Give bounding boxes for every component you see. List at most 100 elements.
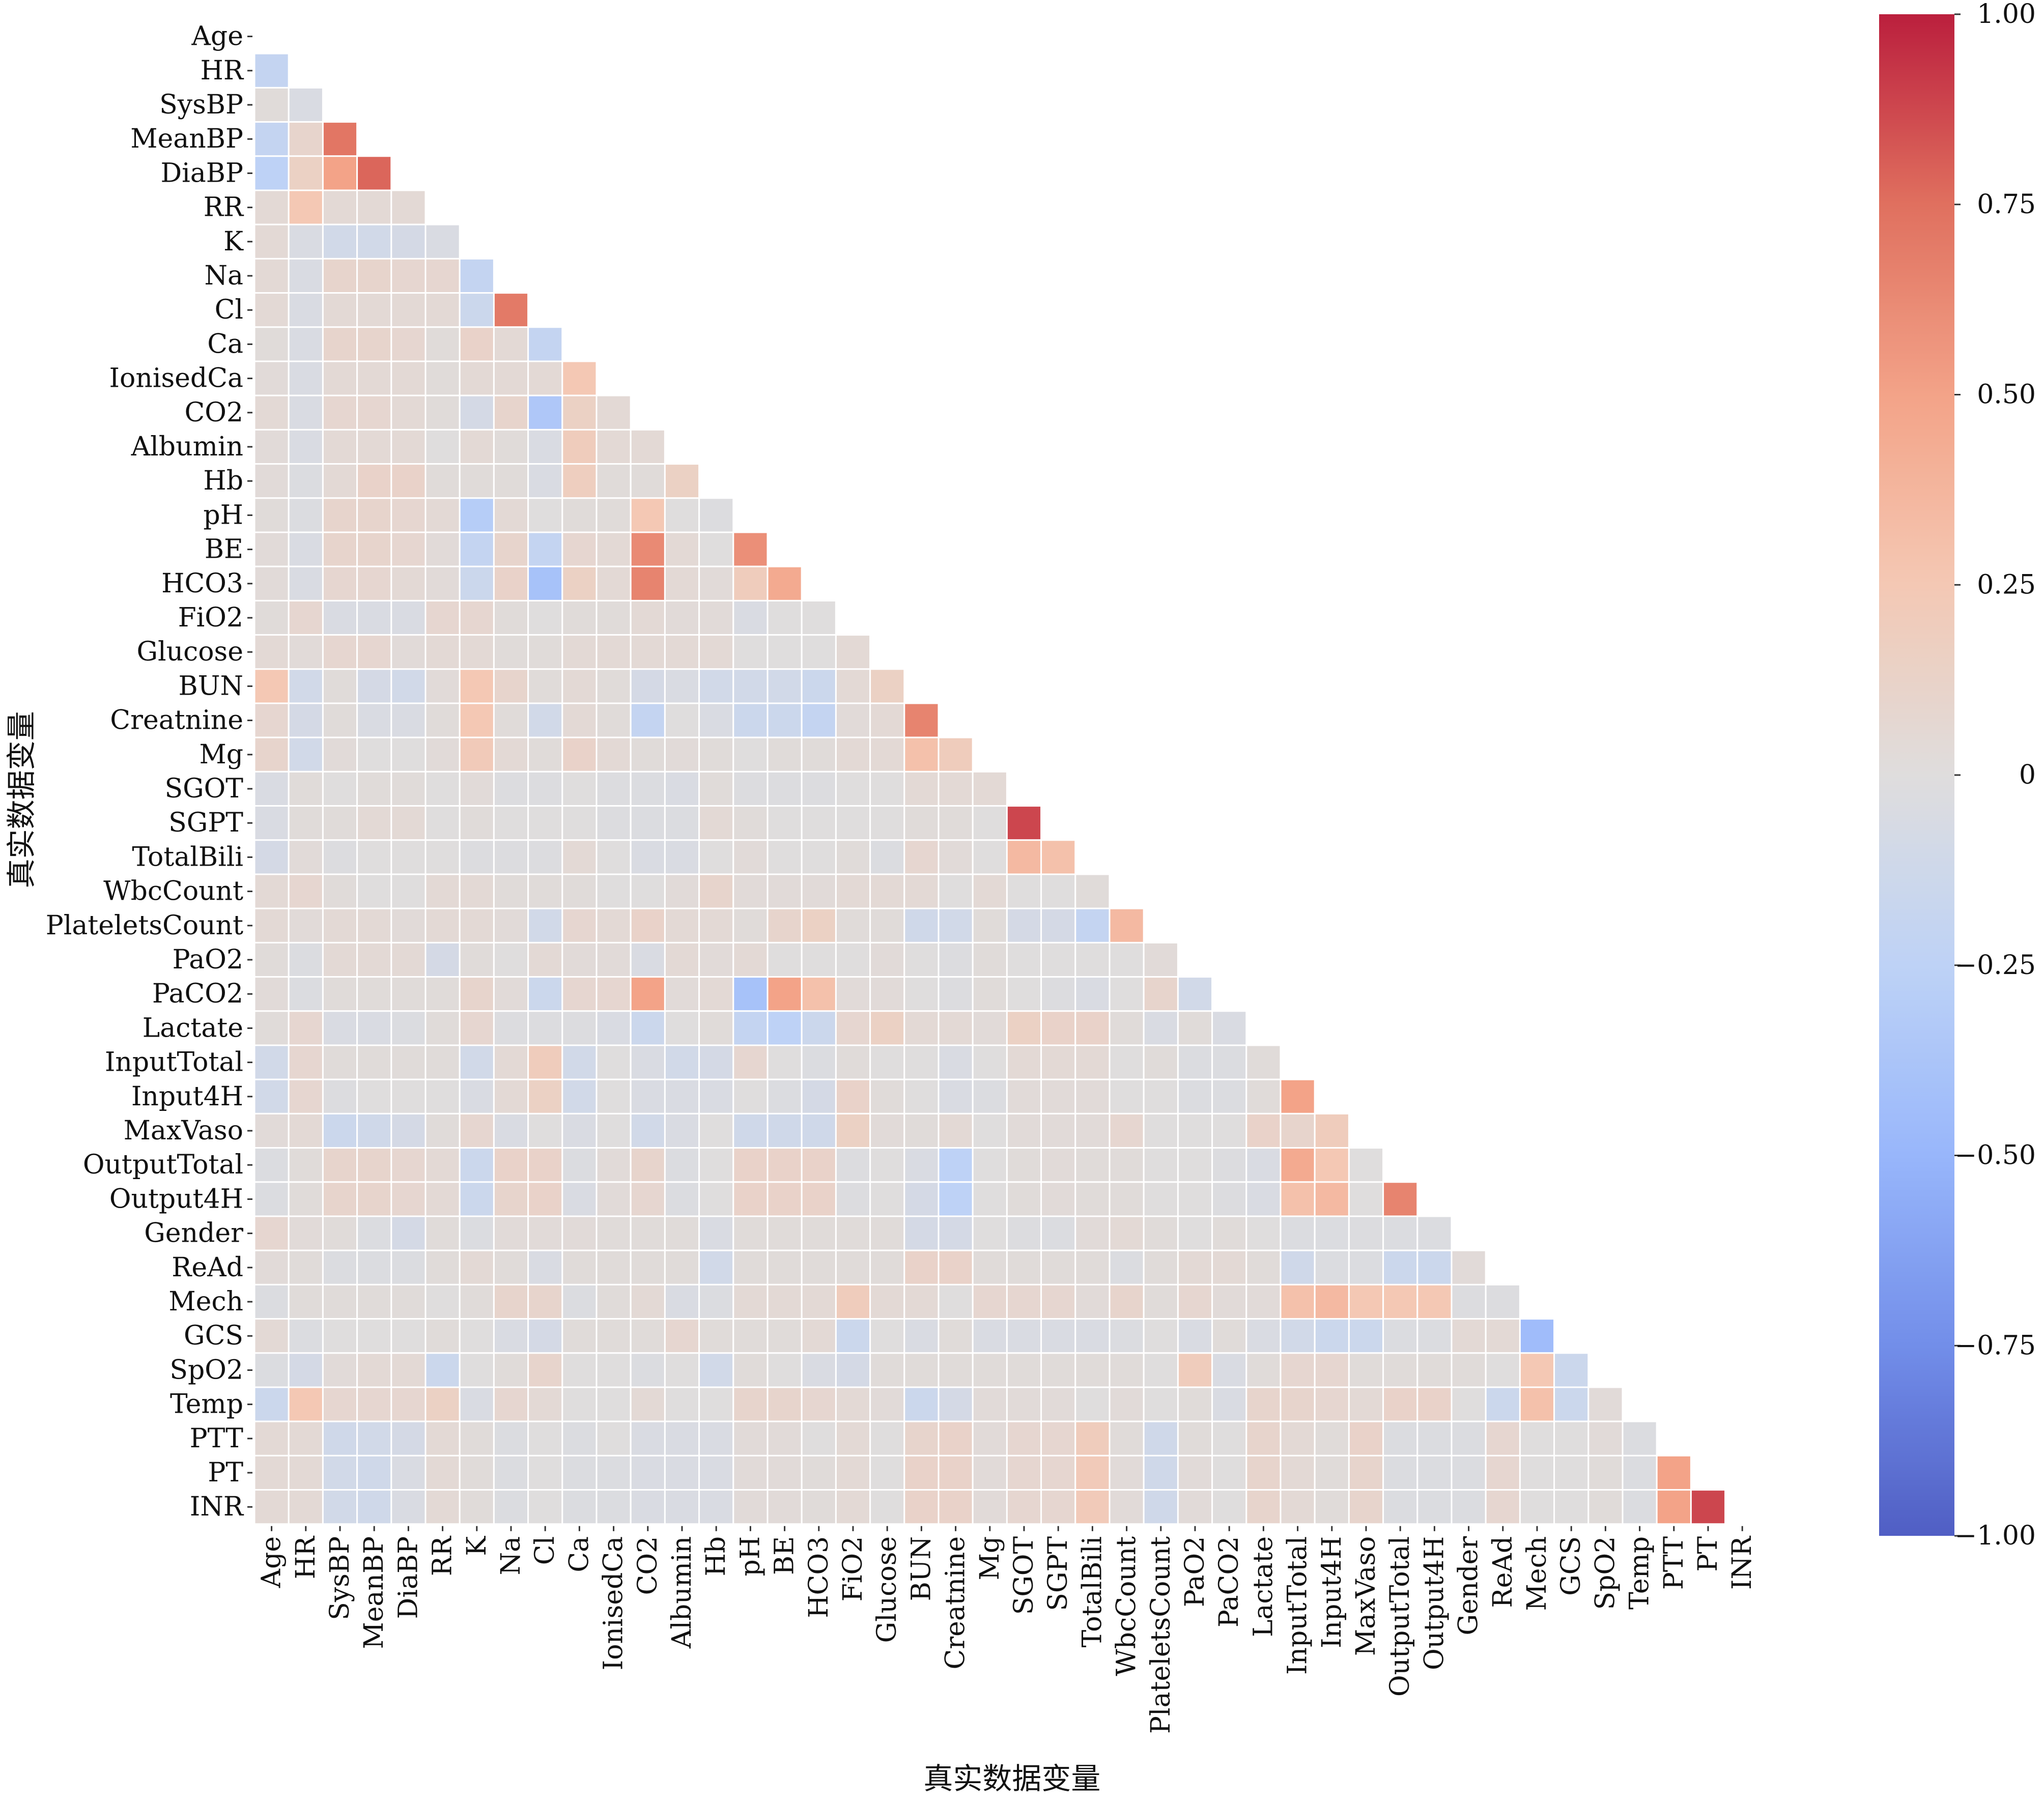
cell-maxvaso-hr — [288, 1112, 324, 1149]
cell-paco2-plateletscount — [1143, 976, 1179, 1012]
cell-pt-paco2 — [1211, 1454, 1247, 1491]
y-tick-label-albumin: Albumin — [131, 432, 243, 462]
cell-wbccount-creatnine — [938, 873, 974, 909]
cell-hco3-ph — [732, 565, 769, 602]
cell-temp-bun — [903, 1386, 940, 1422]
cell-cl-rr — [424, 292, 461, 328]
cell-ptt-sysbp — [322, 1420, 358, 1456]
y-tick-label-co2: CO2 — [184, 397, 243, 428]
cell-fio2-be — [766, 599, 803, 636]
cell-input4h-co2 — [630, 1078, 666, 1114]
cell-spo2-ca — [561, 1352, 598, 1388]
cell-pao2-hb — [698, 941, 734, 978]
cell-outputtotal-cl — [527, 1147, 563, 1183]
cell-cl-hr — [288, 292, 324, 328]
cell-ptt-gcs — [1553, 1420, 1589, 1456]
cell-plateletscount-hr — [288, 907, 324, 943]
cell-ptt-paco2 — [1211, 1420, 1247, 1456]
cell-read-ca — [561, 1249, 598, 1285]
cell-gender-input4h — [1314, 1215, 1350, 1251]
cell-creatnine-age — [253, 702, 290, 738]
cell-pao2-wbccount — [1109, 941, 1145, 978]
cell-inr-cl — [527, 1489, 563, 1525]
cell-pao2-glucose — [869, 941, 905, 978]
cell-read-cl — [527, 1249, 563, 1285]
cell-temp-sgpt — [1040, 1386, 1076, 1422]
cell-temp-mg — [972, 1386, 1008, 1422]
cell-fio2-hb — [698, 599, 734, 636]
cell-lactate-paco2 — [1211, 1010, 1247, 1046]
cell-read-outputtotal — [1382, 1249, 1418, 1285]
cell-inr-rr — [424, 1489, 461, 1525]
cell-glucose-ph — [732, 634, 769, 670]
cell-totalbili-fio2 — [835, 839, 871, 875]
cell-lactate-sysbp — [322, 1010, 358, 1046]
cell-lactate-diabp — [390, 1010, 427, 1046]
cell-mg-ionisedca — [595, 736, 632, 772]
x-tick-label-hco3: HCO3 — [804, 1536, 834, 1618]
cell-totalbili-rr — [424, 839, 461, 875]
cell-be-meanbp — [356, 531, 392, 567]
cell-output4h-outputtotal — [1382, 1181, 1418, 1217]
cell-creatnine-albumin — [664, 702, 700, 738]
cell-ionisedca-hr — [288, 360, 324, 396]
y-tick-label-inputtotal: InputTotal — [105, 1047, 243, 1078]
y-tick-label-cl: Cl — [215, 295, 243, 325]
cell-outputtotal-k — [459, 1147, 495, 1183]
cell-pt-spo2 — [1587, 1454, 1624, 1491]
cell-input4h-rr — [424, 1078, 461, 1114]
cell-inr-sgpt — [1040, 1489, 1076, 1525]
cell-temp-spo2 — [1587, 1386, 1624, 1422]
cell-inr-gender — [1451, 1489, 1487, 1525]
cell-mg-ph — [732, 736, 769, 772]
cell-gender-paco2 — [1211, 1215, 1247, 1251]
cell-inr-ph — [732, 1489, 769, 1525]
cell-ph-albumin — [664, 497, 700, 533]
cell-spo2-hr — [288, 1352, 324, 1388]
cell-maxvaso-input4h — [1314, 1112, 1350, 1149]
cell-gender-sysbp — [322, 1215, 358, 1251]
heatmap-cells — [253, 52, 1726, 1525]
cell-maxvaso-glucose — [869, 1112, 905, 1149]
cell-rr-age — [253, 189, 290, 225]
cell-gcs-age — [253, 1318, 290, 1354]
cell-temp-na — [493, 1386, 529, 1422]
cell-pt-hb — [698, 1454, 734, 1491]
cell-pao2-na — [493, 941, 529, 978]
y-tick-label-input4h: Input4H — [131, 1081, 243, 1112]
cell-inputtotal-hb — [698, 1044, 734, 1080]
y-tick-label-read: ReAd — [172, 1252, 243, 1283]
cell-bun-co2 — [630, 668, 666, 704]
cell-fio2-meanbp — [356, 599, 392, 636]
cell-spo2-mech — [1519, 1352, 1555, 1388]
cell-pt-output4h — [1416, 1454, 1453, 1491]
cell-ptt-sgot — [1006, 1420, 1042, 1456]
cell-spo2-maxvaso — [1348, 1352, 1384, 1388]
cell-paco2-diabp — [390, 976, 427, 1012]
cell-hb-hr — [288, 463, 324, 499]
cell-input4h-glucose — [869, 1078, 905, 1114]
cell-lactate-fio2 — [835, 1010, 871, 1046]
cell-ionisedca-ca — [561, 360, 598, 396]
cell-gcs-co2 — [630, 1318, 666, 1354]
cell-be-ionisedca — [595, 531, 632, 567]
cell-gcs-na — [493, 1318, 529, 1354]
cell-spo2-glucose — [869, 1352, 905, 1388]
cell-gcs-cl — [527, 1318, 563, 1354]
cell-input4h-sysbp — [322, 1078, 358, 1114]
cell-totalbili-hco3 — [801, 839, 837, 875]
x-tick-label-plateletscount: PlateletsCount — [1146, 1536, 1176, 1734]
cell-outputtotal-creatnine — [938, 1147, 974, 1183]
cell-gcs-sgpt — [1040, 1318, 1076, 1354]
cell-outputtotal-glucose — [869, 1147, 905, 1183]
cell-gender-maxvaso — [1348, 1215, 1384, 1251]
x-tick-label-albumin: Albumin — [667, 1536, 697, 1649]
cell-maxvaso-k — [459, 1112, 495, 1149]
cell-ph-hr — [288, 497, 324, 533]
cell-lactate-glucose — [869, 1010, 905, 1046]
x-tick-label-na: Na — [496, 1536, 526, 1576]
cell-spo2-gender — [1451, 1352, 1487, 1388]
y-tick-label-rr: RR — [204, 192, 244, 223]
cell-co2-ca — [561, 394, 598, 431]
cell-sgpt-creatnine — [938, 805, 974, 841]
